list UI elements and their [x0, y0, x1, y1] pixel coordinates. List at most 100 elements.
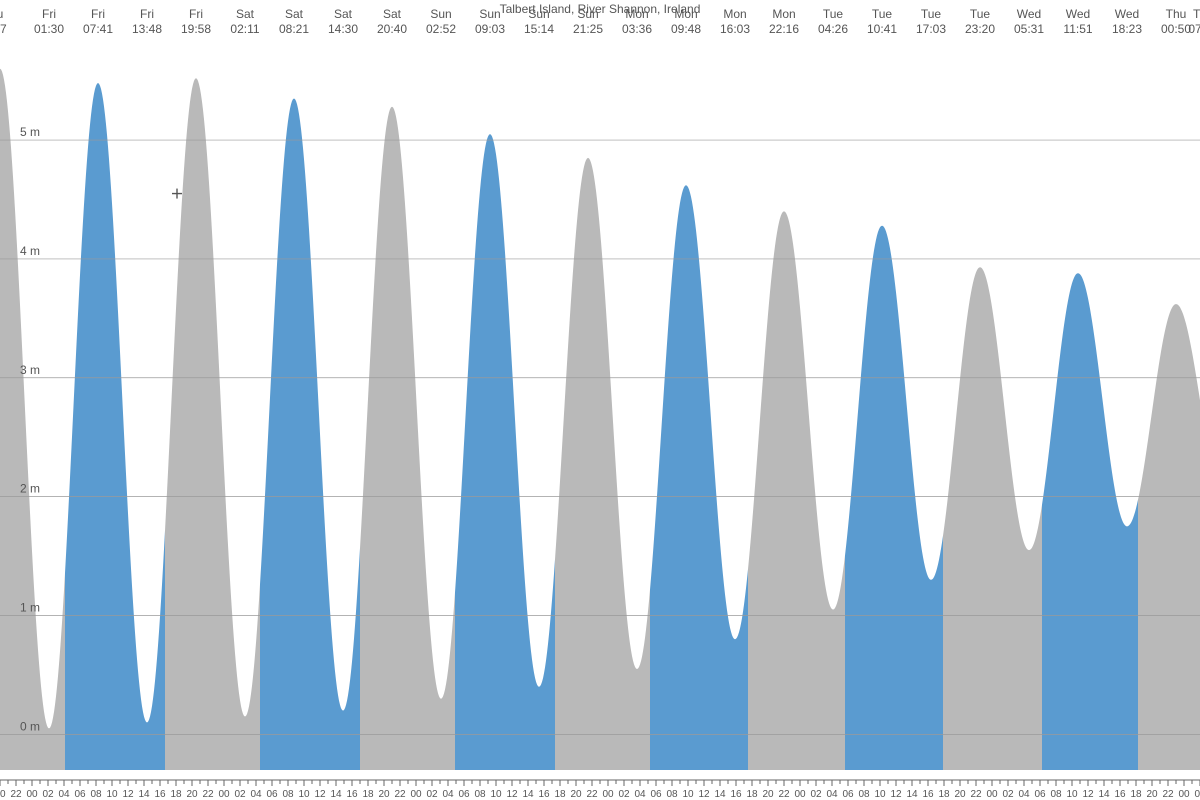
top-time-label: 07:41: [83, 22, 113, 36]
top-time-label: 08:21: [279, 22, 309, 36]
x-tick-label: 02: [810, 789, 822, 800]
x-tick-label: 04: [1018, 789, 1030, 800]
x-tick-label: 06: [266, 789, 278, 800]
x-tick-label: 06: [650, 789, 662, 800]
top-day-label: Sun: [528, 7, 549, 21]
x-tick-label: 14: [906, 789, 918, 800]
top-day-label: Tue: [823, 7, 844, 21]
y-tick-label: 5 m: [20, 125, 40, 139]
x-tick-label: 06: [458, 789, 470, 800]
x-tick-label: 02: [1002, 789, 1014, 800]
x-tick-label: 10: [682, 789, 694, 800]
top-time-label: 09:48: [671, 22, 701, 36]
top-time-label: 19:58: [181, 22, 211, 36]
top-day-label: Tue: [872, 7, 893, 21]
x-tick-label: 12: [122, 789, 134, 800]
top-time-label: 10:41: [867, 22, 897, 36]
top-day-label: Sun: [479, 7, 500, 21]
x-tick-label: 08: [90, 789, 102, 800]
x-tick-label: 14: [522, 789, 534, 800]
x-tick-label: 20: [378, 789, 390, 800]
top-day-label: Wed: [1017, 7, 1041, 21]
x-tick-label: 12: [1082, 789, 1094, 800]
x-tick-label: 22: [778, 789, 790, 800]
top-day-label: Fri: [42, 7, 56, 21]
x-tick-label: 16: [1114, 789, 1126, 800]
top-time-label: 17: [0, 22, 7, 36]
top-time-label: 14:30: [328, 22, 358, 36]
top-time-label: 00:50: [1161, 22, 1191, 36]
top-day-label: Tue: [921, 7, 942, 21]
x-tick-label: 02: [42, 789, 54, 800]
x-tick-label: 20: [1146, 789, 1158, 800]
top-day-label: Mon: [772, 7, 795, 21]
top-time-label: 05:31: [1014, 22, 1044, 36]
y-tick-label: 3 m: [20, 363, 40, 377]
tide-area: [0, 69, 65, 770]
x-tick-label: 16: [538, 789, 550, 800]
x-tick-label: 20: [762, 789, 774, 800]
top-day-label: Mon: [723, 7, 746, 21]
x-tick-label: 00: [602, 789, 614, 800]
top-time-label: 16:03: [720, 22, 750, 36]
x-tick-label: 16: [730, 789, 742, 800]
y-tick-label: 0 m: [20, 719, 40, 733]
x-tick-label: 08: [666, 789, 678, 800]
x-tick-label: 22: [1162, 789, 1174, 800]
x-tick-label: 20: [0, 789, 6, 800]
top-time-label: 15:14: [524, 22, 554, 36]
x-tick-label: 14: [714, 789, 726, 800]
tide-area: [360, 107, 455, 770]
tide-area: [943, 267, 1042, 770]
top-day-label: Wed: [1066, 7, 1090, 21]
top-day-label: Sat: [334, 7, 353, 21]
x-tick-label: 06: [74, 789, 86, 800]
x-tick-label: 18: [1130, 789, 1142, 800]
top-day-label: Thu: [1166, 7, 1187, 21]
tide-area: [1042, 273, 1138, 770]
x-tick-label: 08: [1050, 789, 1062, 800]
top-time-label: 02:52: [426, 22, 456, 36]
top-day-label: Tue: [970, 7, 991, 21]
x-tick-label: 20: [954, 789, 966, 800]
x-tick-label: 16: [922, 789, 934, 800]
x-tick-label: 20: [186, 789, 198, 800]
x-tick-label: 00: [26, 789, 38, 800]
x-tick-label: 12: [698, 789, 710, 800]
top-time-label: 09:03: [475, 22, 505, 36]
top-day-label: Fri: [140, 7, 154, 21]
x-tick-label: 08: [858, 789, 870, 800]
x-tick-label: 02: [234, 789, 246, 800]
y-tick-label: 4 m: [20, 244, 40, 258]
x-tick-label: 06: [1034, 789, 1046, 800]
x-tick-label: 00: [410, 789, 422, 800]
x-tick-label: 02: [426, 789, 438, 800]
x-tick-label: 00: [986, 789, 998, 800]
top-day-label: Sun: [430, 7, 451, 21]
top-time-label: 23:20: [965, 22, 995, 36]
top-day-label: u: [0, 7, 3, 21]
top-time-label: 22:16: [769, 22, 799, 36]
x-tick-label: 18: [554, 789, 566, 800]
top-time-label: 17:03: [916, 22, 946, 36]
x-tick-label: 14: [330, 789, 342, 800]
top-time-label: 07:0: [1188, 22, 1200, 36]
top-time-label: 21:25: [573, 22, 603, 36]
x-tick-label: 12: [314, 789, 326, 800]
x-tick-label: 22: [10, 789, 22, 800]
top-day-label: Sat: [285, 7, 304, 21]
x-tick-label: 04: [442, 789, 454, 800]
x-tick-label: 02: [618, 789, 630, 800]
x-tick-label: 04: [58, 789, 70, 800]
x-tick-label: 10: [490, 789, 502, 800]
tide-area: [455, 134, 555, 770]
x-tick-label: 18: [938, 789, 950, 800]
x-tick-label: 10: [874, 789, 886, 800]
x-tick-label: 18: [746, 789, 758, 800]
x-tick-label: 12: [506, 789, 518, 800]
top-day-label: Wed: [1115, 7, 1139, 21]
x-tick-label: 22: [586, 789, 598, 800]
x-tick-label: 22: [970, 789, 982, 800]
top-time-label: 11:51: [1063, 22, 1092, 36]
tide-area: [650, 185, 748, 770]
